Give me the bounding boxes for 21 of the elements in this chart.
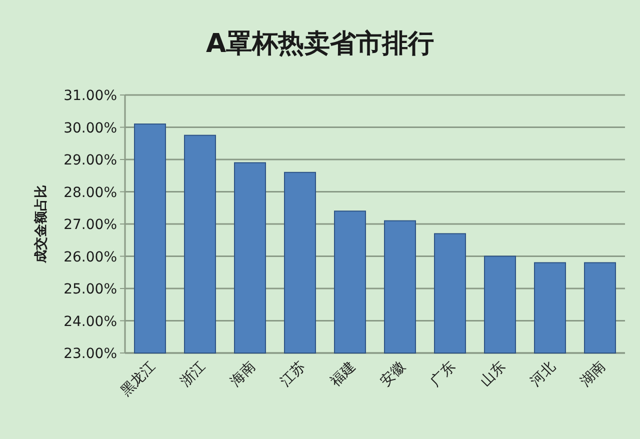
y-tick-label: 27.00% [64, 217, 117, 233]
y-tick-label: 31.00% [64, 88, 117, 104]
y-tick-label: 23.00% [64, 346, 117, 362]
x-tick-label: 广东 [428, 358, 459, 390]
y-tick-label: 25.00% [64, 282, 117, 298]
x-tick-label: 河北 [528, 358, 559, 390]
x-tick-label: 浙江 [178, 358, 209, 390]
x-tick-label: 江苏 [278, 358, 309, 390]
x-tick-label: 湖南 [578, 358, 609, 390]
x-tick-label: 安徽 [378, 358, 409, 390]
y-tick-label: 29.00% [64, 152, 117, 168]
x-tick-label: 海南 [228, 358, 259, 390]
y-tick-label: 26.00% [64, 249, 117, 266]
chart-title: A罩杯热卖省市排行 [206, 29, 434, 59]
x-tick-label: 山东 [478, 358, 509, 390]
y-tick-label: 24.00% [64, 314, 117, 330]
x-tick-label: 黑龙江 [118, 358, 159, 400]
y-tick-label: 30.00% [64, 120, 117, 136]
y-tick-label: 28.00% [64, 184, 117, 201]
x-tick-label: 福建 [328, 358, 359, 390]
y-axis-title: 成交金额占比 [33, 185, 49, 264]
